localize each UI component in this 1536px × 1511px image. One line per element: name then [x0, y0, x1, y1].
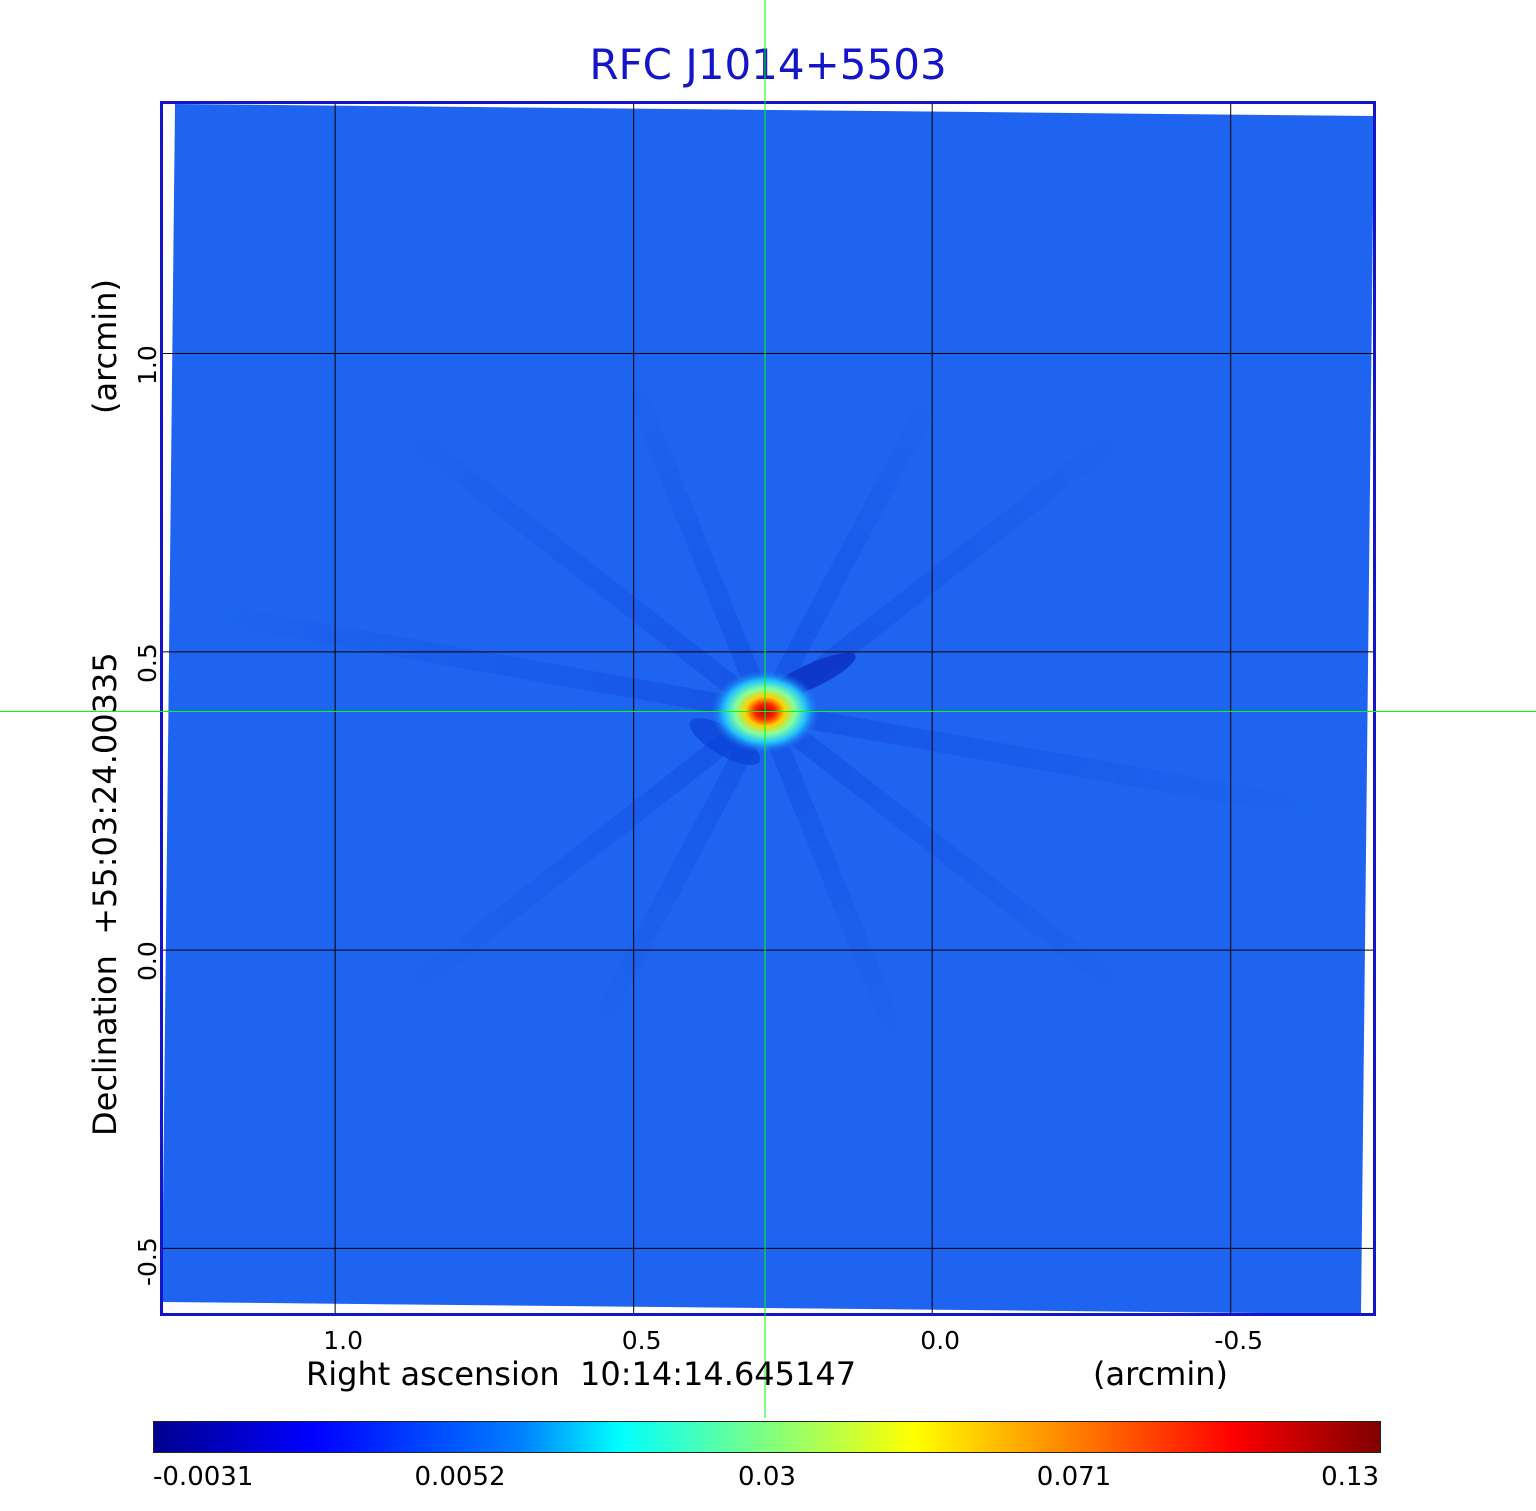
x-axis-units: (arcmin) [1093, 1355, 1228, 1393]
colorbar-tick-label: 0.071 [1036, 1462, 1112, 1492]
colorbar [153, 1421, 1381, 1453]
colorbar-tick-label: 0.03 [738, 1462, 796, 1492]
y-tick-label: 1.0 [133, 344, 162, 385]
plot-frame [160, 101, 1376, 1316]
x-tick-label: 1.0 [323, 1326, 364, 1355]
y-tick-label: 0.0 [133, 941, 162, 982]
y-axis-units: (arcmin) [86, 279, 124, 414]
y-axis-label: Declination +55:03:24.00335 [86, 652, 124, 1136]
x-tick-label: -0.5 [1214, 1326, 1264, 1355]
colorbar-tick-label: 0.0052 [414, 1462, 506, 1492]
colorbar-tick-label: -0.0031 [153, 1462, 254, 1492]
y-tick-label: -0.5 [133, 1237, 162, 1287]
x-tick-label: 0.5 [621, 1326, 662, 1355]
coordinate-grid [162, 103, 1374, 1314]
x-axis-label: Right ascension 10:14:14.645147 [306, 1355, 857, 1393]
y-tick-label: 0.5 [133, 643, 162, 683]
chart-title: RFC J1014+5503 [589, 40, 947, 89]
negative-lobe-lower [689, 718, 761, 765]
colorbar-tick-label: 0.13 [1321, 1462, 1379, 1492]
x-tick-label: 0.0 [920, 1326, 961, 1355]
